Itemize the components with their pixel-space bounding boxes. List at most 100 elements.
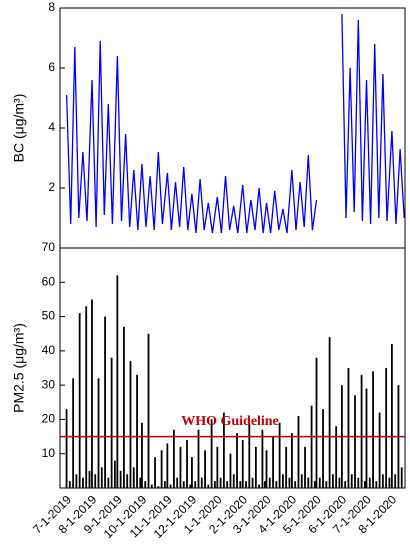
bar bbox=[275, 481, 278, 488]
bar bbox=[75, 474, 78, 488]
bar bbox=[160, 450, 163, 488]
bar bbox=[375, 481, 378, 488]
bar bbox=[136, 374, 138, 488]
bar bbox=[245, 481, 247, 488]
bar bbox=[248, 422, 251, 488]
y-tick-label: 8 bbox=[48, 0, 55, 14]
bar bbox=[204, 450, 206, 488]
bar bbox=[68, 481, 71, 488]
bar bbox=[226, 481, 229, 488]
bar bbox=[88, 470, 91, 488]
bar bbox=[65, 409, 68, 488]
y-tick-label: 4 bbox=[48, 120, 55, 134]
bar bbox=[116, 275, 119, 488]
bar bbox=[141, 422, 143, 488]
bar bbox=[325, 481, 328, 488]
bar bbox=[304, 446, 306, 488]
y-tick-label: 60 bbox=[42, 274, 56, 288]
bar bbox=[94, 474, 97, 488]
bar bbox=[110, 357, 113, 488]
bar bbox=[363, 481, 366, 488]
y-tick-label: 30 bbox=[42, 377, 56, 391]
bar bbox=[154, 457, 156, 488]
bar bbox=[232, 474, 235, 488]
y-axis-label: BC (μg/m³) bbox=[11, 94, 27, 163]
bar bbox=[263, 481, 266, 488]
bar bbox=[385, 368, 388, 488]
bar bbox=[216, 446, 219, 488]
bar bbox=[318, 477, 321, 488]
bar bbox=[291, 433, 293, 488]
bar bbox=[360, 374, 363, 488]
y-tick-label: 50 bbox=[42, 309, 56, 323]
bar bbox=[176, 477, 179, 488]
bar bbox=[85, 306, 88, 488]
y-tick-label: 20 bbox=[42, 412, 56, 426]
bar bbox=[123, 326, 125, 488]
bar bbox=[78, 313, 81, 488]
bar bbox=[310, 405, 313, 488]
bar bbox=[315, 357, 318, 488]
bar bbox=[236, 433, 238, 488]
bar bbox=[213, 481, 216, 488]
bar bbox=[119, 470, 122, 488]
bar bbox=[285, 446, 288, 488]
bar bbox=[400, 467, 403, 488]
bar bbox=[297, 416, 300, 488]
bar bbox=[307, 477, 310, 488]
bar bbox=[347, 368, 350, 488]
bar bbox=[268, 477, 271, 488]
bar bbox=[294, 481, 297, 488]
bar bbox=[169, 484, 172, 488]
bar bbox=[258, 484, 261, 488]
bar bbox=[173, 429, 175, 488]
bar bbox=[357, 477, 360, 488]
bar bbox=[368, 477, 371, 488]
bar bbox=[166, 443, 169, 488]
bar bbox=[97, 378, 100, 488]
bar bbox=[129, 361, 132, 488]
bar bbox=[200, 477, 203, 488]
bar bbox=[251, 477, 254, 488]
bar bbox=[194, 481, 197, 488]
bar bbox=[114, 460, 116, 488]
bar bbox=[281, 474, 284, 488]
bar bbox=[328, 337, 331, 488]
bar bbox=[157, 486, 160, 488]
bar bbox=[254, 446, 257, 488]
bar bbox=[265, 450, 268, 488]
bar bbox=[344, 481, 347, 488]
bar bbox=[82, 477, 84, 488]
bar bbox=[331, 474, 334, 488]
bar bbox=[186, 440, 188, 488]
bar bbox=[197, 429, 200, 488]
bar bbox=[207, 484, 210, 488]
bar bbox=[189, 484, 192, 488]
guideline-label: WHO Guideline bbox=[181, 414, 279, 429]
bar bbox=[229, 453, 232, 488]
plot-frame bbox=[59, 247, 406, 489]
bar bbox=[239, 481, 242, 488]
bar bbox=[278, 422, 281, 488]
bc-line bbox=[65, 13, 405, 234]
bar bbox=[261, 429, 264, 488]
bar bbox=[191, 457, 193, 488]
bar bbox=[394, 474, 397, 488]
y-tick-label: 70 bbox=[42, 240, 56, 254]
bar bbox=[132, 467, 135, 488]
bar bbox=[388, 477, 391, 488]
bar bbox=[144, 481, 147, 488]
bar bbox=[241, 440, 244, 488]
bar bbox=[222, 412, 225, 488]
bar bbox=[350, 474, 353, 488]
bar bbox=[163, 481, 166, 488]
y-tick-label: 6 bbox=[48, 60, 55, 74]
bar bbox=[139, 477, 142, 488]
bar bbox=[272, 436, 274, 488]
bar bbox=[147, 333, 150, 488]
bar bbox=[179, 446, 182, 488]
bar bbox=[288, 477, 291, 488]
bar bbox=[107, 477, 110, 488]
bar bbox=[300, 474, 303, 488]
bar bbox=[365, 388, 368, 488]
